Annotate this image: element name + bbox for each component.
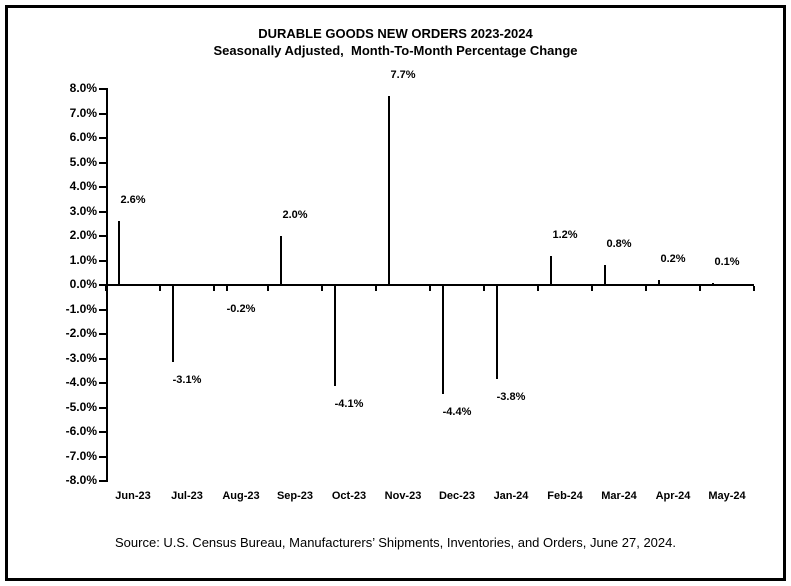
bar-value-label: -3.1% bbox=[172, 373, 202, 386]
y-axis-tick-label: 3.0% bbox=[69, 203, 97, 218]
x-axis-category-tick bbox=[753, 286, 755, 291]
x-axis-category-tick bbox=[483, 286, 485, 291]
y-axis-tick bbox=[99, 308, 108, 311]
y-axis-tick-label: 0.0% bbox=[69, 277, 97, 291]
y-axis-tick bbox=[99, 284, 108, 286]
bar bbox=[280, 236, 282, 286]
x-axis-tick-label: Jul-23 bbox=[171, 490, 203, 502]
chart-subtitle: Seasonally Adjusted, Month-To-Month Perc… bbox=[213, 43, 578, 58]
x-axis-category-tick bbox=[645, 286, 647, 291]
x-axis-category-tick bbox=[267, 286, 269, 291]
x-axis-tick-label: Dec-23 bbox=[438, 490, 476, 502]
bar-value-label: 7.7% bbox=[390, 69, 416, 82]
y-axis-tick bbox=[99, 333, 108, 335]
y-axis-tick bbox=[99, 431, 108, 433]
bar bbox=[496, 286, 498, 380]
y-axis-tick-label: -5.0% bbox=[65, 399, 97, 414]
bar bbox=[226, 286, 228, 291]
chart-frame: DURABLE GOODS NEW ORDERS 2023-2024 Seaso… bbox=[5, 5, 786, 581]
y-axis-tick-label: 5.0% bbox=[69, 154, 97, 169]
x-axis-tick-label: Oct-23 bbox=[331, 490, 367, 502]
bar bbox=[712, 282, 714, 286]
y-axis-tick bbox=[99, 235, 108, 237]
bar-value-label: 0.8% bbox=[606, 238, 632, 251]
x-axis-category-tick bbox=[429, 286, 431, 291]
chart-title: DURABLE GOODS NEW ORDERS 2023-2024 bbox=[258, 26, 533, 41]
bar bbox=[172, 286, 174, 362]
x-axis-tick-label: May-24 bbox=[708, 490, 746, 502]
x-axis-tick-label: Jun-23 bbox=[115, 490, 151, 502]
bar-value-label: 1.2% bbox=[552, 228, 578, 241]
y-axis-tick-label: -1.0% bbox=[65, 301, 97, 316]
y-axis-tick-label: -3.0% bbox=[65, 350, 97, 365]
bar bbox=[550, 255, 552, 286]
bar-value-label: 0.2% bbox=[660, 253, 686, 266]
bar-value-label: 2.0% bbox=[282, 209, 308, 221]
y-axis-tick bbox=[99, 259, 108, 262]
bar-value-label: -4.4% bbox=[442, 405, 472, 418]
y-axis-tick-label: -8.0% bbox=[65, 473, 97, 487]
x-axis-tick-label: Sep-23 bbox=[276, 490, 314, 502]
y-axis-tick bbox=[99, 112, 108, 115]
x-axis-zero-line bbox=[106, 284, 754, 286]
y-axis-tick bbox=[99, 382, 108, 384]
x-axis-category-tick bbox=[321, 286, 323, 291]
plot-area: 8.0% 7.0% 6.0% 5.0% 4.0% 3.0% 2.0% 1.0% 0.0% -1.0… bbox=[66, 69, 755, 502]
y-axis-tick bbox=[99, 137, 108, 139]
y-axis-tick bbox=[99, 210, 108, 213]
x-axis-category-tick bbox=[159, 286, 161, 291]
x-axis-tick-label: Mar-24 bbox=[601, 490, 637, 502]
y-axis-tick bbox=[99, 88, 108, 90]
bar bbox=[658, 280, 660, 286]
x-axis-category-tick bbox=[699, 286, 701, 291]
x-axis-tick-label: Apr-24 bbox=[655, 490, 691, 502]
bar bbox=[118, 221, 120, 286]
x-axis-tick-label: Aug-23 bbox=[222, 490, 260, 502]
chart-title-block: DURABLE GOODS NEW ORDERS 2023-2024 Seaso… bbox=[8, 25, 783, 59]
y-axis-tick-label: 4.0% bbox=[69, 179, 97, 193]
x-axis-category-tick bbox=[591, 286, 593, 291]
bar-value-label: 0.1% bbox=[714, 255, 740, 268]
y-axis-tick-label: 1.0% bbox=[69, 252, 97, 267]
y-axis-tick-label: 6.0% bbox=[69, 130, 97, 144]
x-axis-category-tick bbox=[105, 286, 107, 291]
y-axis-tick-label: 2.0% bbox=[69, 228, 97, 242]
y-axis-tick bbox=[99, 357, 108, 360]
bar-value-label: 2.6% bbox=[120, 194, 146, 207]
y-axis-tick bbox=[99, 480, 108, 482]
bar-value-label: -0.2% bbox=[226, 302, 256, 315]
y-axis-tick-label: -2.0% bbox=[65, 326, 97, 340]
y-axis-tick bbox=[99, 186, 108, 188]
y-axis-tick-label: 8.0% bbox=[69, 81, 97, 95]
y-axis-tick bbox=[99, 161, 108, 164]
bar bbox=[442, 286, 444, 394]
source-note: Source: U.S. Census Bureau, Manufacturer… bbox=[115, 535, 676, 550]
x-axis-tick-label: Feb-24 bbox=[547, 490, 583, 502]
bar bbox=[334, 286, 336, 387]
bar-value-label: -4.1% bbox=[334, 398, 364, 411]
y-axis-tick-label: -7.0% bbox=[65, 448, 97, 463]
x-axis-category-tick bbox=[213, 286, 215, 291]
y-axis-tick bbox=[99, 406, 108, 409]
y-axis-tick bbox=[99, 455, 108, 458]
bar bbox=[388, 96, 390, 286]
bar bbox=[604, 265, 606, 286]
y-axis-tick-label: 7.0% bbox=[69, 105, 97, 120]
y-axis-tick-label: -6.0% bbox=[65, 424, 97, 438]
x-axis-category-tick bbox=[375, 286, 377, 291]
y-axis-tick-label: -4.0% bbox=[65, 375, 97, 389]
x-axis-tick-label: Nov-23 bbox=[384, 490, 422, 502]
x-axis-category-tick bbox=[537, 286, 539, 291]
bar-value-label: -3.8% bbox=[496, 391, 526, 404]
x-axis-tick-label: Jan-24 bbox=[493, 490, 529, 502]
